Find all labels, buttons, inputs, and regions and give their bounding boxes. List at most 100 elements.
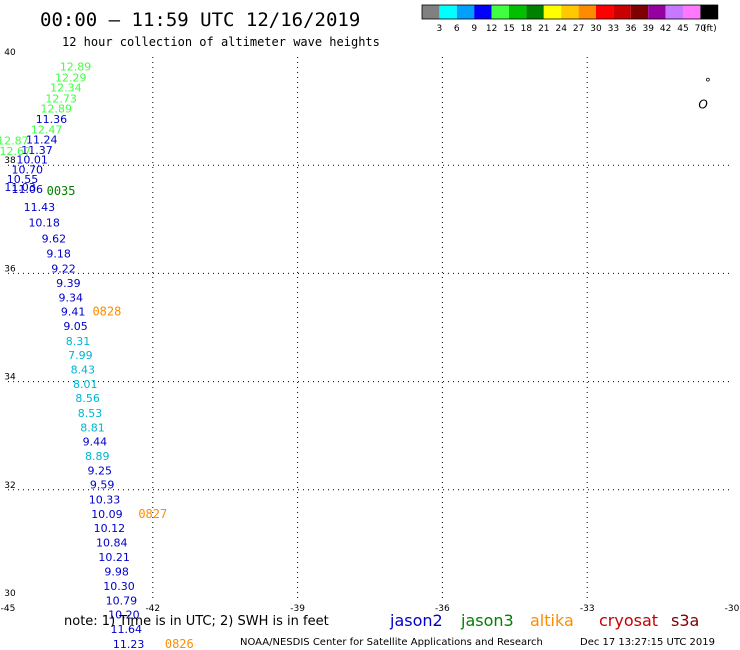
- wave-height-label: 8.01: [73, 378, 98, 391]
- wave-height-label: 9.34: [58, 292, 83, 305]
- colorbar-swatch: [578, 5, 596, 19]
- wave-height-label: 8.81: [80, 421, 105, 434]
- footer-agency: NOAA/NESDIS Center for Satellite Applica…: [240, 637, 543, 648]
- legend-item-s3a: s3a: [671, 611, 699, 630]
- wave-height-label: 12.87: [0, 135, 29, 148]
- wave-height-label: 10.84: [96, 537, 128, 550]
- wave-height-label: 11.64: [111, 623, 143, 636]
- legend-item-cryosat: cryosat: [599, 611, 658, 630]
- wave-height-label: 8.89: [85, 450, 110, 463]
- wave-height-label: 9.22: [51, 262, 76, 275]
- wave-height-label: 11.06: [12, 183, 44, 196]
- wave-height-label: 11.43: [24, 201, 56, 214]
- y-tick-label: 34: [4, 373, 16, 383]
- x-tick-label: -36: [435, 604, 450, 614]
- y-tick-label: 36: [4, 264, 16, 274]
- colorbar-swatch: [456, 5, 475, 19]
- wave-height-label: 10.18: [28, 216, 60, 229]
- wave-height-label: 9.41: [61, 306, 86, 319]
- wave-height-label: 7.99: [68, 349, 93, 362]
- footer-timestamp: Dec 17 13:27:15 UTC 2019: [580, 637, 715, 648]
- axis-tick-labels: -45 -42 -39 -36 -33 -30 30 32 34 36 38 40: [1, 48, 740, 614]
- colorbar-swatch: [543, 5, 562, 19]
- colorbar-swatch: [439, 5, 457, 19]
- wave-height-label: 8.56: [75, 392, 100, 405]
- wave-height-labels: 12.8912.2912.3412.7312.8911.3612.4711.24…: [0, 61, 711, 650]
- colorbar-label: 36: [625, 24, 637, 34]
- wave-height-label: 10.09: [91, 508, 123, 521]
- wave-height-label: 10.55: [7, 173, 39, 186]
- wave-height-label: 8.31: [66, 335, 91, 348]
- legend: jason2 jason3 altika cryosat s3a: [389, 611, 699, 630]
- colorbar-swatch: [561, 5, 579, 19]
- colorbar-label: 9: [471, 24, 477, 34]
- legend-item-altika: altika: [530, 611, 574, 630]
- wave-height-label: 9.98: [104, 565, 129, 578]
- colorbar-label: 39: [642, 24, 654, 34]
- pass-time-label: 0828: [92, 305, 121, 319]
- colorbar-frame: [421, 4, 719, 20]
- grid-lines: [8, 57, 732, 598]
- wave-height-label: 10.12: [94, 522, 126, 535]
- colorbar-label: 6: [454, 24, 460, 34]
- wave-height-label: 11.24: [26, 134, 58, 147]
- wave-height-label: 12.29: [55, 71, 87, 84]
- colorbar-unit: (ft): [703, 24, 717, 34]
- colorbar-label: 70: [695, 24, 707, 34]
- y-tick-label: 40: [4, 48, 16, 58]
- colorbar-label: 27: [573, 24, 584, 34]
- y-tick-label: 30: [4, 589, 16, 599]
- wave-height-label: 12.73: [45, 92, 77, 105]
- wave-height-label: 9.18: [46, 248, 71, 261]
- wave-height-label: 12.47: [31, 123, 63, 136]
- pass-time-label: 0827: [138, 507, 167, 521]
- x-tick-label: -42: [145, 604, 160, 614]
- colorbar-label: 18: [521, 24, 533, 34]
- colorbar-label: 12: [486, 24, 497, 34]
- colorbar-swatch: [596, 5, 614, 19]
- colorbar-swatch: [683, 5, 701, 19]
- x-tick-label: -39: [290, 604, 305, 614]
- colorbar-swatch: [509, 5, 527, 19]
- wave-height-label: 10.70: [12, 163, 44, 176]
- pass-time-label: 0826: [165, 637, 194, 650]
- note-text: note: 1) Time is in UTC; 2) SWH is in fe…: [64, 614, 329, 629]
- y-tick-label: 38: [4, 156, 16, 166]
- y-tick-label: 32: [4, 481, 15, 491]
- colorbar-swatch: [665, 5, 683, 19]
- wave-height-label: 11.37: [21, 144, 53, 157]
- wave-height-label: 10.79: [106, 594, 138, 607]
- wave-height-label: 10.33: [89, 493, 121, 506]
- colorbar-label: 42: [660, 24, 671, 34]
- colorbar-label: 24: [555, 24, 567, 34]
- colorbar-swatch: [613, 5, 631, 19]
- wave-height-label: 9.39: [56, 277, 81, 290]
- wave-height-label: 12.89: [41, 103, 73, 116]
- wave-height-label: 12.34: [50, 82, 82, 95]
- pass-time-label: 0035: [47, 184, 76, 198]
- wave-height-label: 9.05: [63, 320, 88, 333]
- legend-item-jason3: jason3: [460, 611, 514, 630]
- x-tick-label: -33: [580, 604, 595, 614]
- colorbar-label: 21: [538, 24, 549, 34]
- wave-height-label: 8.53: [78, 407, 103, 420]
- colorbar-swatch: [526, 5, 544, 19]
- wave-height-label: 9.62: [42, 233, 67, 246]
- wave-height-label: 11.36: [36, 113, 68, 126]
- colorbar: 3 6 9 12 15 18 21 24 27 30 33 36 39 42 45 70(ft): [421, 4, 719, 34]
- wave-height-label: 12.67: [0, 145, 31, 158]
- colorbar-swatch: [422, 5, 440, 19]
- wave-height-label: 9.44: [83, 435, 108, 448]
- colorbar-swatch: [648, 5, 666, 19]
- page-subtitle: 12 hour collection of altimeter wave hei…: [62, 35, 380, 49]
- wave-height-label: 10.30: [103, 580, 135, 593]
- colorbar-swatch: [491, 5, 509, 19]
- colorbar-swatch: [700, 5, 718, 19]
- colorbar-swatch: [630, 5, 649, 19]
- island-mark: O: [698, 97, 707, 111]
- colorbar-label: 30: [590, 24, 602, 34]
- wave-height-label: 10.01: [16, 154, 48, 167]
- wave-height-label: 11.23: [113, 638, 145, 650]
